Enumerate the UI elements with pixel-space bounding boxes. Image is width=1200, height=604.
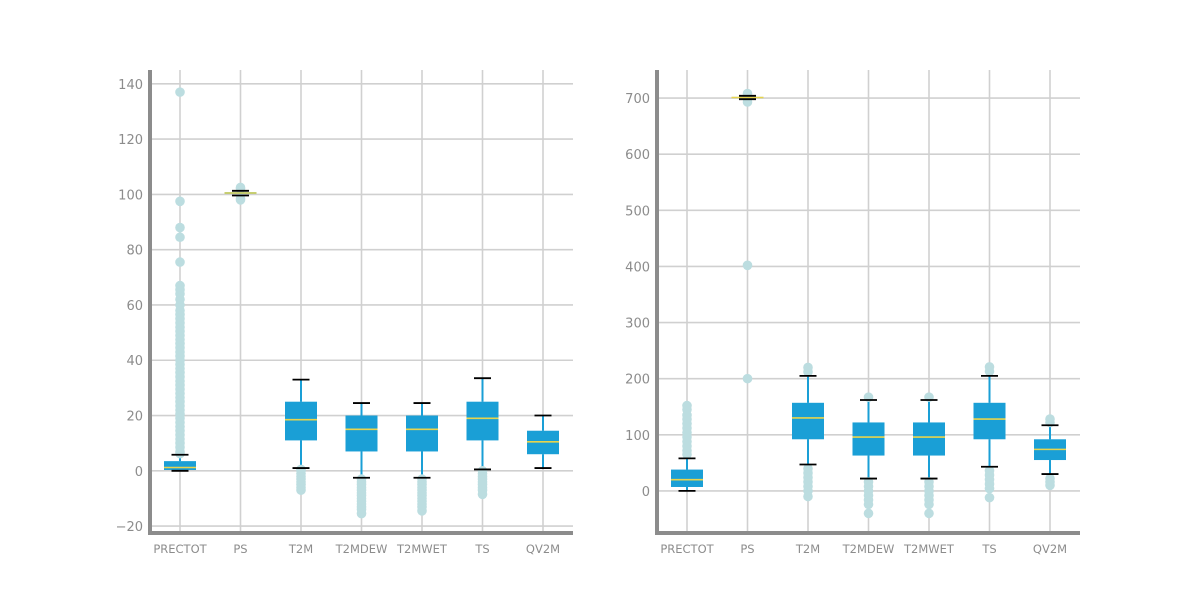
y-tick-label: 0	[642, 485, 650, 500]
x-tick-label: QV2M	[1033, 542, 1067, 556]
y-tick-label: 300	[625, 317, 650, 332]
box-body	[852, 422, 885, 456]
outlier-point	[682, 449, 692, 460]
y-tick-label: 500	[625, 204, 650, 219]
x-tick-label: T2MDEW	[335, 542, 388, 556]
y-tick-label: 20	[126, 410, 143, 425]
y-tick-label: 400	[625, 260, 650, 275]
y-tick-label: 100	[118, 188, 143, 203]
box-body	[285, 401, 317, 441]
box-t2mwet	[406, 402, 438, 516]
box-t2mdew	[852, 392, 885, 519]
y-tick-label: 140	[118, 78, 143, 93]
outlier-point	[1045, 480, 1055, 491]
chart-panel-1: −20 0 20 40 60 80 100 120 140 PRECTOT PS T2M T2MDEW T…	[116, 70, 573, 556]
y-tick-label: 120	[118, 133, 143, 148]
box-body	[406, 415, 438, 452]
outlier-point	[296, 485, 306, 495]
outlier-point	[924, 508, 934, 519]
box-t2mdew	[345, 402, 378, 519]
x-tick-label: PRECTOT	[153, 542, 207, 556]
outlier-point	[984, 366, 995, 377]
x-tick-label: T2M	[795, 542, 820, 556]
box-body	[345, 415, 378, 452]
chart-panel-2: 0 100 200 300 400 500 600 700 PRECTOT PS T2M T2MDEW…	[625, 70, 1080, 556]
x-tick-label: PS	[740, 542, 754, 556]
box-body	[164, 461, 196, 470]
outlier-point	[417, 506, 427, 516]
outlier-point	[742, 373, 753, 384]
outlier-point	[984, 483, 995, 494]
x-tick-label: TS	[474, 542, 489, 556]
x-tick-label: PS	[233, 542, 247, 556]
y-tick-label: 200	[625, 373, 650, 388]
x-tick-label: T2MWET	[396, 542, 448, 556]
outlier-point	[924, 499, 934, 510]
box-prectot	[671, 400, 703, 492]
outlier-point	[803, 367, 813, 377]
y-tick-label: 0	[135, 465, 143, 480]
x-tick-label: T2M	[288, 542, 313, 556]
box-body	[913, 422, 945, 456]
box-ts	[973, 362, 1006, 503]
outlier-point	[235, 195, 246, 205]
y-tick-label: −20	[116, 520, 143, 535]
box-qv2m	[1034, 414, 1066, 491]
y-tick-label: 100	[625, 429, 650, 444]
box-t2m	[792, 362, 824, 502]
x-tick-label: PRECTOT	[660, 542, 714, 556]
y-tick-label: 60	[126, 299, 143, 314]
box-prectot	[164, 87, 196, 472]
outlier-point	[863, 508, 874, 519]
y-tick-label: 700	[625, 92, 650, 107]
outlier-point	[175, 196, 185, 207]
outlier-point	[742, 260, 753, 271]
outlier-point	[175, 232, 185, 243]
box-body	[792, 402, 824, 440]
x-tick-label: T2MDEW	[842, 542, 895, 556]
box-t2m	[285, 378, 317, 495]
outlier-point	[803, 491, 813, 502]
outlier-point	[356, 508, 367, 519]
outlier-point	[984, 492, 995, 503]
outlier-point	[175, 257, 185, 267]
y-tick-label: 600	[625, 148, 650, 163]
box-body	[973, 402, 1006, 440]
outlier-point	[175, 448, 185, 459]
outlier-point	[175, 222, 185, 233]
box-ps	[224, 182, 257, 205]
box-ps	[731, 88, 764, 384]
x-tick-label: QV2M	[526, 542, 560, 556]
box-body	[671, 469, 703, 487]
box-body	[466, 401, 499, 441]
y-tick-label: 40	[126, 354, 143, 369]
box-ts	[466, 377, 499, 500]
x-tick-label: T2MWET	[903, 542, 955, 556]
outlier-point	[863, 499, 874, 510]
outlier-point	[477, 489, 488, 500]
box-t2mwet	[913, 392, 945, 519]
box-qv2m	[527, 414, 559, 469]
x-tick-label: TS	[981, 542, 996, 556]
y-tick-label: 80	[126, 244, 143, 259]
outlier-point	[175, 87, 185, 97]
